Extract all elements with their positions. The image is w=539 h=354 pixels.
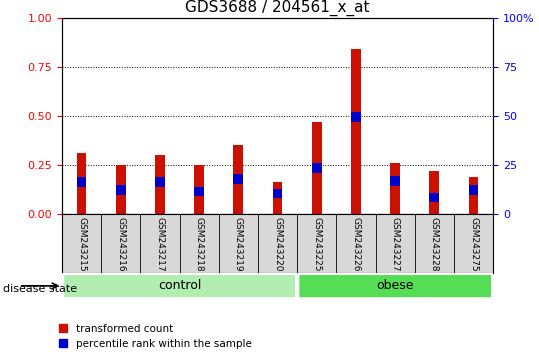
- Bar: [430, 171, 439, 214]
- Bar: [273, 189, 282, 199]
- Text: GSM243217: GSM243217: [155, 217, 164, 272]
- Text: GSM243275: GSM243275: [469, 217, 478, 272]
- Bar: [233, 174, 243, 184]
- Text: GSM243225: GSM243225: [312, 217, 321, 272]
- Bar: [194, 165, 204, 214]
- FancyBboxPatch shape: [63, 274, 296, 299]
- Bar: [77, 153, 86, 214]
- Bar: [312, 122, 322, 214]
- Bar: [77, 177, 86, 187]
- Bar: [233, 145, 243, 214]
- FancyBboxPatch shape: [298, 274, 493, 299]
- Bar: [351, 112, 361, 122]
- Bar: [430, 193, 439, 202]
- Text: GSM243218: GSM243218: [195, 217, 204, 272]
- Text: GSM243228: GSM243228: [430, 217, 439, 272]
- Bar: [390, 163, 400, 214]
- Text: GSM243226: GSM243226: [351, 217, 361, 272]
- Legend: transformed count, percentile rank within the sample: transformed count, percentile rank withi…: [59, 324, 252, 349]
- Text: GSM243227: GSM243227: [391, 217, 400, 272]
- Bar: [273, 182, 282, 214]
- Text: GSM243220: GSM243220: [273, 217, 282, 272]
- Bar: [155, 155, 165, 214]
- Text: GSM243219: GSM243219: [234, 217, 243, 272]
- Bar: [155, 177, 165, 187]
- Bar: [469, 177, 479, 214]
- Bar: [351, 49, 361, 214]
- Title: GDS3688 / 204561_x_at: GDS3688 / 204561_x_at: [185, 0, 370, 16]
- Bar: [116, 165, 126, 214]
- Bar: [469, 185, 479, 195]
- Bar: [194, 187, 204, 196]
- Bar: [312, 163, 322, 173]
- Text: GSM243215: GSM243215: [77, 217, 86, 272]
- Bar: [116, 185, 126, 195]
- Text: control: control: [158, 279, 201, 292]
- Text: GSM243216: GSM243216: [116, 217, 125, 272]
- Bar: [390, 176, 400, 186]
- Text: disease state: disease state: [3, 284, 77, 293]
- Text: obese: obese: [376, 279, 414, 292]
